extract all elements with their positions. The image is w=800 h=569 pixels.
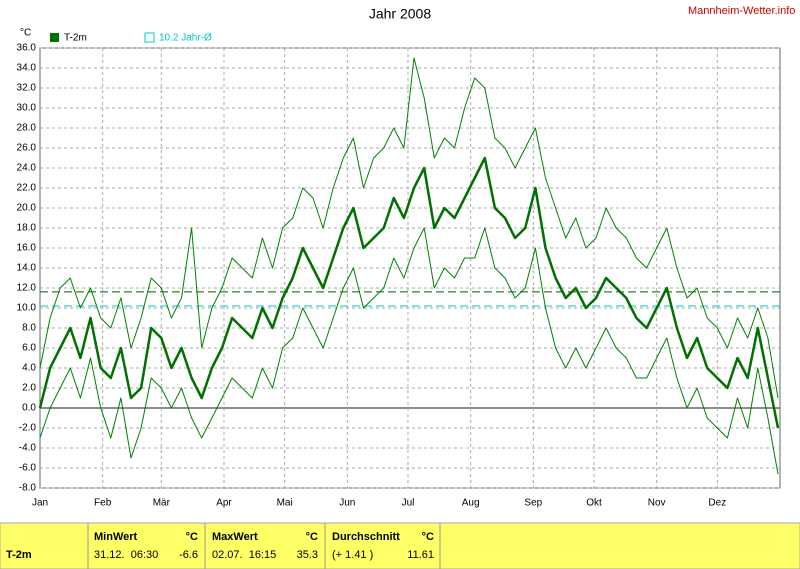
source: Mannheim-Wetter.info [688, 5, 795, 17]
y-tick-label: 28.0 [17, 123, 37, 134]
stat-title: MaxWert [212, 531, 258, 543]
y-tick-label: 22.0 [17, 183, 37, 194]
y-tick-label: 30.0 [17, 103, 37, 114]
y-tick-label: 34.0 [17, 63, 37, 74]
x-tick-label: Mär [153, 498, 171, 509]
x-tick-label: Feb [94, 498, 112, 509]
stat-unit: °C [306, 531, 318, 543]
x-tick-label: Apr [216, 498, 232, 509]
stats-panel [0, 522, 800, 569]
x-tick-label: Nov [648, 498, 666, 509]
series-line [38, 156, 780, 429]
legend-swatch [144, 32, 155, 43]
stat-date: 02.07. 16:15 [212, 549, 276, 561]
x-tick-label: Dez [708, 498, 726, 509]
y-tick-label: 24.0 [17, 163, 37, 174]
y-tick-label: 26.0 [17, 143, 37, 154]
chart-title: Jahr 2008 [369, 6, 431, 22]
stat-title: Durchschnitt [332, 531, 400, 543]
legend-label: 10.2 Jahr-Ø [159, 33, 212, 44]
y-tick-label: 8.0 [22, 323, 36, 334]
x-tick-label: Jan [32, 498, 48, 509]
y-tick-label: 12.0 [17, 283, 37, 294]
y-tick-label: 0.0 [22, 403, 36, 414]
stat-date: 31.12. 06:30 [94, 549, 158, 561]
y-tick-label: -8.0 [19, 483, 37, 494]
x-tick-label: Jul [402, 498, 415, 509]
x-tick-label: Sep [524, 498, 542, 509]
y-unit: °C [20, 28, 31, 39]
y-tick-label: 36.0 [17, 43, 37, 54]
x-tick-label: Mai [277, 498, 293, 509]
y-tick-label: -6.0 [19, 463, 37, 474]
y-tick-label: 10.0 [17, 303, 37, 314]
y-tick-label: 20.0 [17, 203, 37, 214]
y-tick-label: 6.0 [22, 343, 36, 354]
y-tick-label: 4.0 [22, 363, 36, 374]
x-tick-label: Okt [586, 498, 602, 509]
stat-value: -6.6 [179, 549, 198, 561]
y-tick-label: 16.0 [17, 243, 37, 254]
y-tick-label: -2.0 [19, 423, 37, 434]
y-tick-label: 14.0 [17, 263, 37, 274]
stat-value: 35.3 [297, 549, 318, 561]
legend-swatch [50, 33, 59, 42]
row-label: T-2m [6, 549, 32, 561]
stat-title: MinWert [94, 531, 138, 543]
y-tick-label: 2.0 [22, 383, 36, 394]
stat-unit: °C [422, 531, 434, 543]
y-tick-label: 32.0 [17, 83, 37, 94]
x-tick-label: Aug [462, 498, 480, 509]
stat-unit: °C [186, 531, 198, 543]
stat-value: 11.61 [407, 549, 434, 561]
x-tick-label: Jun [339, 498, 355, 509]
legend-label: T-2m [64, 33, 87, 44]
y-tick-label: 18.0 [17, 223, 37, 234]
stat-date: (+ 1.41 ) [332, 549, 373, 561]
y-tick-label: -4.0 [19, 443, 37, 454]
series-line [39, 57, 779, 399]
series-line [39, 227, 779, 475]
